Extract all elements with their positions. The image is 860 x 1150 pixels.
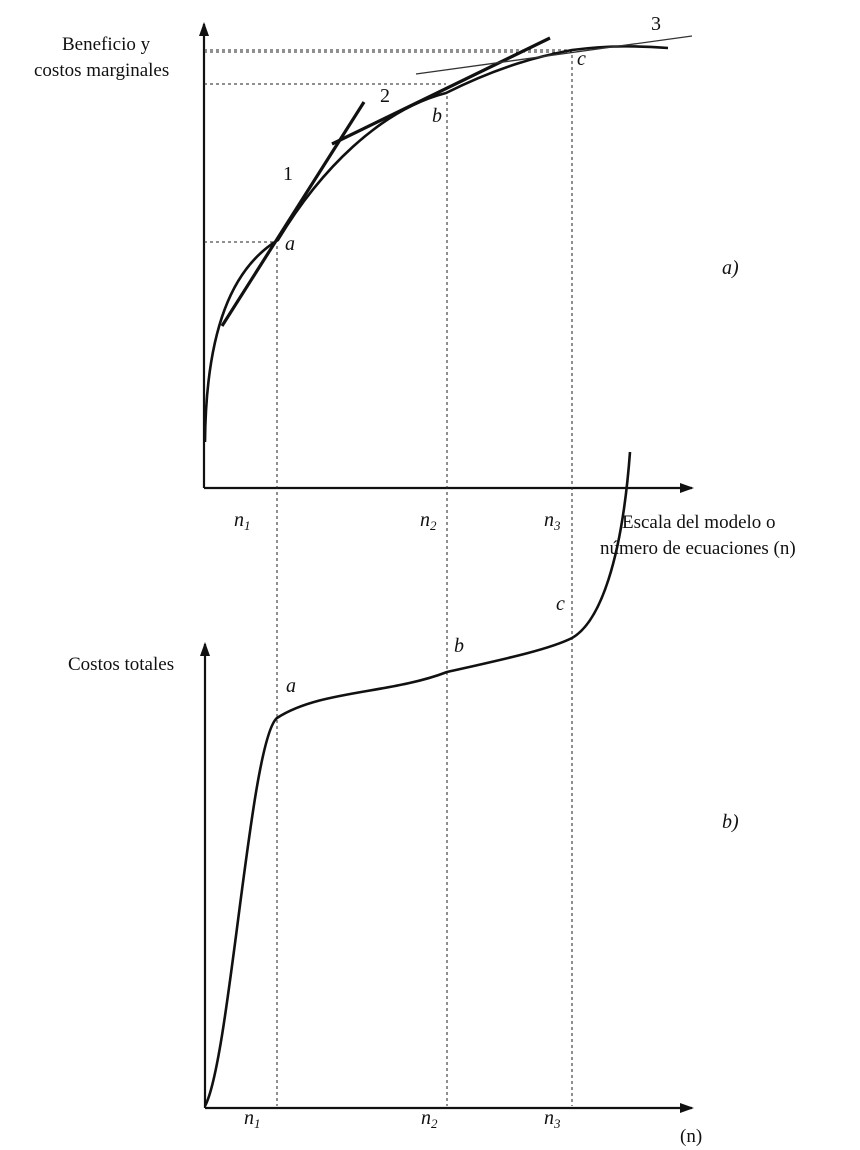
tangent-line-3 <box>415 35 693 75</box>
panel-a-guides <box>204 49 572 243</box>
vertical-guides <box>276 55 573 1106</box>
panel-b-point-label-b: b <box>454 635 464 657</box>
panel-a-x-label-line2: número de ecuaciones (n) <box>600 538 796 559</box>
panel-b-total-cost-curve <box>203 451 632 1107</box>
panel-b: a b c Costos totales (n) n1 n2 n3 b) <box>68 451 739 1147</box>
panel-b-tick-n3: n3 <box>544 1107 561 1131</box>
panel-a: a b c 1 2 3 Beneficio y costos marginale… <box>34 13 796 559</box>
point-label-c: c <box>577 48 586 70</box>
panel-b-label: b) <box>722 811 739 833</box>
tangent-label-1: 1 <box>283 163 293 185</box>
point-label-a: a <box>285 233 295 255</box>
panel-a-y-label-line1: Beneficio y <box>62 34 151 55</box>
panel-b-point-label-c: c <box>556 593 565 615</box>
panel-a-tick-n2: n2 <box>420 509 437 533</box>
panel-b-tick-n1: n1 <box>244 1107 261 1131</box>
panel-a-label: a) <box>722 257 739 279</box>
panel-a-y-label-line2: costos marginales <box>34 60 169 81</box>
tangent-line-2 <box>331 36 551 146</box>
panel-b-tick-n2: n2 <box>421 1107 438 1131</box>
panel-a-x-label-line1: Escala del modelo o <box>622 512 776 533</box>
panel-b-x-label: (n) <box>680 1126 702 1147</box>
tangent-label-2: 2 <box>380 85 390 107</box>
panel-a-tick-n1: n1 <box>234 509 251 533</box>
tangent-line-1 <box>220 101 366 327</box>
panel-b-y-label: Costos totales <box>68 654 174 675</box>
panel-b-point-label-a: a <box>286 675 296 697</box>
point-label-b: b <box>432 105 442 127</box>
panel-a-tick-n3: n3 <box>544 509 561 533</box>
tangent-label-3: 3 <box>651 13 661 35</box>
